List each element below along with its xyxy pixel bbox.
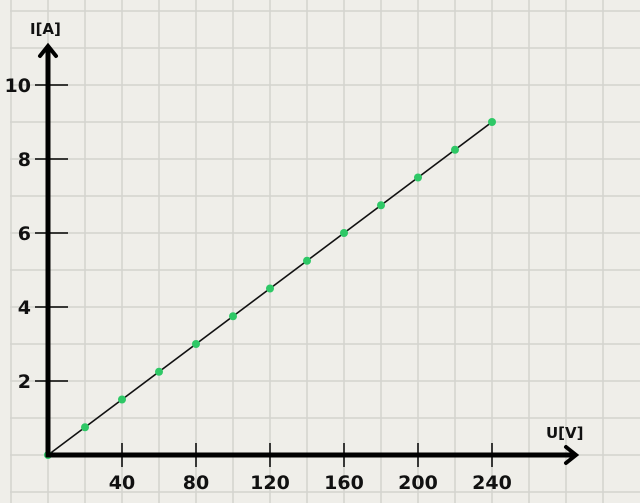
y-tick-label: 10 <box>5 75 31 97</box>
data-point <box>414 173 422 182</box>
y-axis-arrow <box>38 42 58 58</box>
data-point <box>118 395 126 404</box>
y-tick-label: 8 <box>18 149 31 171</box>
y-axis-label: I[A] <box>30 20 61 38</box>
grid <box>10 0 640 503</box>
data-point <box>340 229 348 237</box>
y-tick-label: 2 <box>18 371 31 393</box>
x-tick-label: 160 <box>324 472 364 494</box>
data-point <box>488 118 496 126</box>
axes: 2 4 6 8 10 40 80 120 160 200 240 <box>5 42 580 494</box>
y-tick-label: 6 <box>18 223 31 245</box>
data-point <box>229 312 237 321</box>
x-tick-label: 240 <box>472 472 512 494</box>
chart-marks <box>44 118 496 459</box>
x-axis-arrow <box>564 445 580 465</box>
x-tick-label: 200 <box>398 472 438 494</box>
x-tick-label: 120 <box>250 472 290 494</box>
x-axis-label: U[V] <box>546 424 584 442</box>
data-point <box>192 340 200 348</box>
y-tick-label: 4 <box>18 297 31 319</box>
data-point <box>81 423 89 432</box>
data-point <box>266 284 274 293</box>
data-point <box>155 367 163 376</box>
x-tick-label: 40 <box>109 472 135 494</box>
data-point <box>451 145 459 154</box>
x-tick-label: 80 <box>183 472 209 494</box>
data-point <box>303 256 311 265</box>
data-point <box>377 201 385 210</box>
